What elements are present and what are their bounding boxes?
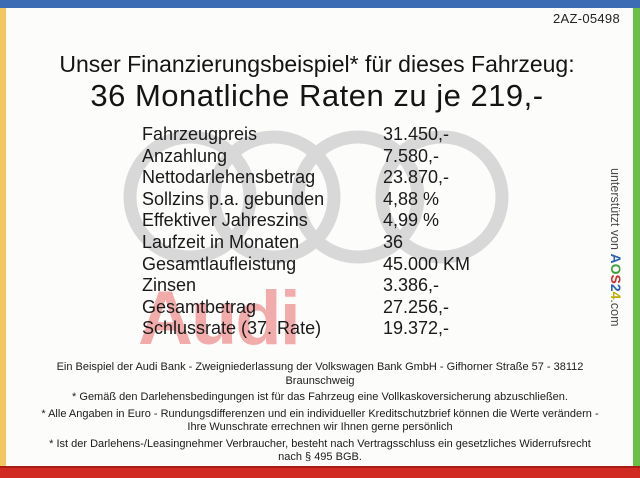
page-title: Unser Finanzierungsbeispiel* für dieses … — [59, 51, 575, 77]
finance-label: Schlussrate (37. Rate) — [142, 318, 322, 339]
aos24-logo-letter: A — [608, 253, 624, 264]
table-row: Nettodarlehensbetrag 23.870,- — [142, 167, 470, 189]
table-row: Anzahlung 7.580,- — [142, 146, 470, 168]
audi-text-watermark: Audi — [138, 276, 301, 361]
disclaimer-paragraph: Ein Beispiel der Audi Bank - Zweignieder… — [56, 361, 584, 387]
finance-label: Sollzins p.a. gebunden — [142, 188, 325, 209]
table-row: Gesamtbetrag 27.256,- — [142, 297, 470, 319]
table-row: Effektiver Jahreszins 4,99 % — [142, 210, 470, 232]
finance-value: 7.580,- — [383, 145, 440, 166]
finance-value: 4,88 % — [383, 188, 440, 209]
disclaimer-paragraph: * Gemäß den Darlehensbedingungen ist für… — [72, 391, 568, 403]
document-id: 2AZ-05498 — [552, 11, 620, 26]
finance-value: 3.386,- — [383, 275, 440, 296]
audi-rings-icon — [123, 130, 509, 264]
finance-value: 31.450,- — [383, 124, 450, 144]
finance-value: 36 — [383, 231, 404, 252]
frame-left-strip — [0, 8, 6, 466]
finance-label: Zinsen — [142, 275, 197, 296]
disclaimer-paragraph: * Alle Angaben in Euro - Rundungsdiffere… — [41, 407, 599, 434]
table-row: Schlussrate (37. Rate) 19.372,- — [142, 318, 470, 340]
table-row: Fahrzeugpreis 31.450,- — [142, 124, 470, 146]
frame-right-strip — [633, 8, 640, 466]
supported-by-text: unterstützt von — [608, 168, 622, 254]
finance-value: 4,99 % — [383, 210, 440, 231]
audi-ring — [291, 130, 425, 264]
finance-value: 27.256,- — [383, 296, 450, 317]
finance-label: Nettodarlehensbetrag — [142, 167, 316, 188]
disclaimer-paragraph: * Ist der Darlehens-/Leasingnehmer Verbr… — [49, 437, 591, 464]
page-subtitle-rate: 36 Monatliche Raten zu je 219,- — [90, 78, 544, 113]
table-row: Zinsen 3.386,- — [142, 275, 470, 297]
aos24-logo-letter: S — [608, 274, 624, 284]
frame-bottom-bar — [0, 466, 640, 478]
finance-table: Fahrzeugpreis 31.450,- Anzahlung 7.580,-… — [142, 124, 470, 340]
frame-top-bar — [0, 0, 640, 8]
supported-by-badge: unterstützt von AOS24.com — [608, 168, 624, 327]
finance-label: Gesamtlaufleistung — [142, 253, 297, 274]
table-row: Sollzins p.a. gebunden 4,88 % — [142, 189, 470, 211]
aos24-logo-letter: 2 — [608, 283, 624, 292]
finance-label: Laufzeit in Monaten — [142, 231, 300, 252]
legal-disclaimer: Ein Beispiel der Audi Bank - Zweignieder… — [0, 358, 640, 468]
audi-ring — [207, 130, 341, 264]
finance-value: 23.870,- — [383, 167, 450, 188]
aos24-logo-letter: O — [608, 263, 624, 275]
table-row: Laufzeit in Monaten 36 — [142, 232, 470, 254]
finance-value: 45.000 KM — [383, 253, 471, 274]
finance-value: 19.372,- — [383, 318, 450, 339]
finance-label: Effektiver Jahreszins — [142, 210, 308, 231]
finance-label: Gesamtbetrag — [142, 296, 257, 317]
aos24-domain-suffix: .com — [608, 299, 622, 327]
table-row: Gesamtlaufleistung 45.000 KM — [142, 254, 470, 276]
audi-ring — [375, 130, 509, 264]
audi-ring — [123, 130, 257, 264]
finance-label: Fahrzeugpreis — [142, 124, 258, 144]
finance-label: Anzahlung — [142, 145, 228, 166]
